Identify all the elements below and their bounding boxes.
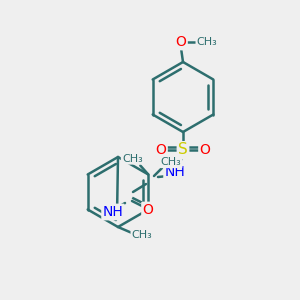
Text: NH: NH xyxy=(103,205,123,219)
Text: O: O xyxy=(200,143,210,157)
Text: NH: NH xyxy=(165,165,185,179)
Text: O: O xyxy=(156,143,167,157)
Text: CH₃: CH₃ xyxy=(132,230,152,240)
Text: CH₃: CH₃ xyxy=(196,37,218,47)
Text: CH₃: CH₃ xyxy=(160,157,182,167)
Text: O: O xyxy=(142,203,153,217)
Text: CH₃: CH₃ xyxy=(122,154,143,164)
Text: O: O xyxy=(176,35,186,49)
Text: S: S xyxy=(178,142,188,158)
